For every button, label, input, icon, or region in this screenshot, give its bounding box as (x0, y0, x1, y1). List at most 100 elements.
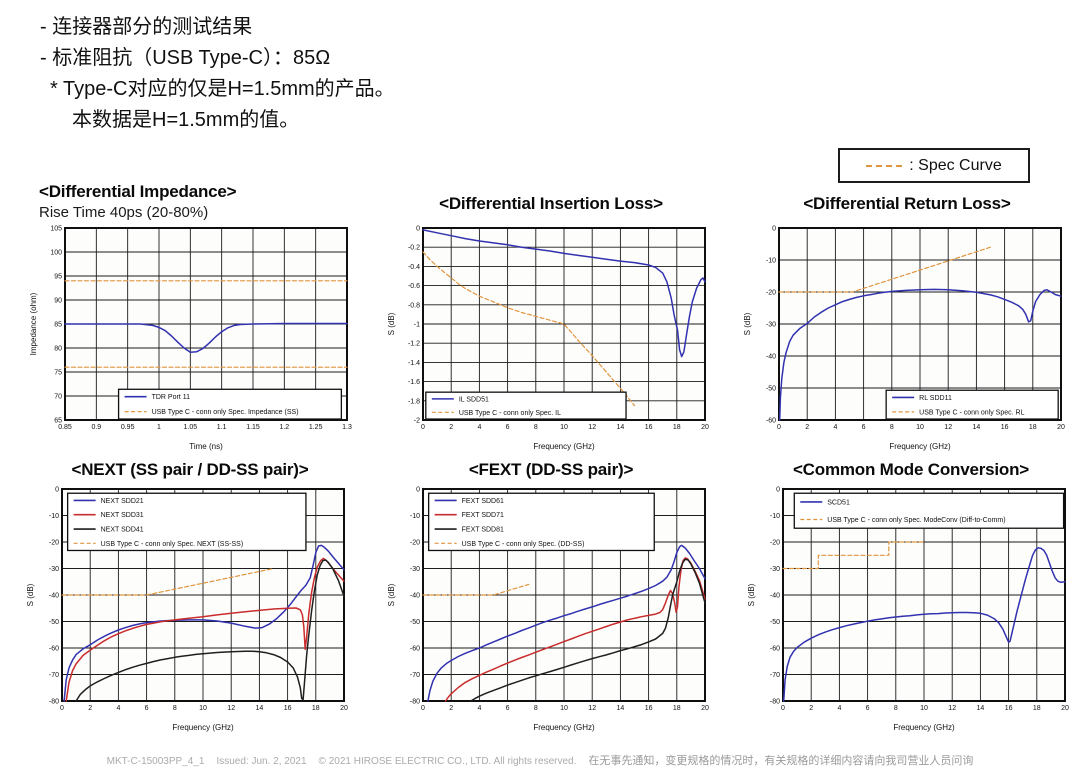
y-tick-label: -80 (410, 699, 420, 706)
y-tick-label: -40 (766, 354, 776, 361)
x-tick-label: 12 (227, 705, 235, 712)
y-tick-label: -40 (410, 593, 420, 600)
x-tick-label: 6 (506, 705, 510, 712)
legend-label: FEXT SDD81 (462, 527, 504, 534)
y-tick-label: 0 (416, 226, 420, 233)
chart-next: <NEXT (SS pair / DD-SS pair)> 0 2 4 6 8 10 12 1… (24, 456, 356, 735)
legend-label: USB Type C - conn only Spec. ModeConv (D… (827, 517, 1005, 524)
x-axis-label: Time (ns) (189, 442, 223, 451)
y-tick-label: 80 (54, 346, 62, 353)
y-tick-label: -2 (414, 418, 420, 425)
y-tick-label: -0.2 (408, 245, 420, 252)
x-tick-label: 16 (284, 705, 292, 712)
legend-box (117, 388, 343, 420)
x-tick-label: 20 (340, 705, 348, 712)
legend-label: USB Type C - conn only Spec. IL (459, 410, 561, 417)
series-line (63, 544, 345, 702)
y-tick-label: -10 (766, 258, 776, 265)
x-tick-label: 1.1 (217, 424, 227, 431)
x-axis-label: Frequency (GHz) (889, 442, 951, 451)
y-tick-label: -60 (770, 646, 780, 653)
x-tick-label: 12 (944, 424, 952, 431)
series-line (422, 229, 706, 358)
series-line (64, 322, 348, 354)
plot-border (782, 488, 1066, 702)
plot-border (422, 227, 706, 421)
y-tick-label: -20 (410, 540, 420, 547)
y-tick-label: 95 (54, 274, 62, 281)
y-tick-label: -50 (766, 386, 776, 393)
y-tick-label: 90 (54, 298, 62, 305)
footer-issued: Issued: Jun. 2, 2021 (216, 756, 307, 767)
return-loss-plot: 0 2 4 6 8 10 12 14 16 18 20 0 -10 -20 -30 -40 -50 -60 Freq… (743, 226, 1065, 452)
legend-label: RL SDD11 (919, 395, 952, 402)
chart-title-common-mode: <Common Mode Conversion> (792, 460, 1030, 479)
y-tick-label: -30 (766, 322, 776, 329)
series-line (65, 557, 345, 702)
y-axis-label: S (dB) (747, 583, 756, 606)
x-tick-label: 12 (948, 705, 956, 712)
header-notes: - 连接器部分的测试结果 - 标准阻抗（USB Type-C）：85Ω * Ty… (40, 12, 395, 136)
x-tick-label: 0 (781, 705, 785, 712)
series-line (778, 288, 1062, 421)
y-axis-label: S (dB) (26, 583, 35, 606)
x-tick-label: 4 (833, 424, 837, 431)
x-tick-label: 4 (477, 424, 481, 431)
spec-curve-label: : Spec Curve (909, 156, 1002, 174)
x-tick-label: 8 (894, 705, 898, 712)
series-line (422, 251, 636, 407)
y-tick-label: -70 (410, 672, 420, 679)
footer-notice-cn: 在无事先通知，变更规格的情况时，有关规格的详细内容请向我司营业人员问询 (588, 755, 974, 767)
x-tick-label: 2 (449, 424, 453, 431)
legend-label: USB Type C - conn only Spec. RL (919, 409, 1024, 416)
x-tick-label: 10 (920, 705, 928, 712)
series-line (422, 583, 530, 596)
y-tick-label: -70 (49, 672, 59, 679)
x-axis-label: Frequency (GHz) (893, 723, 955, 732)
y-tick-label: -70 (770, 672, 780, 679)
y-tick-label: 65 (54, 418, 62, 425)
x-tick-label: 8 (534, 424, 538, 431)
spec-curve-legend-box: : Spec Curve (838, 148, 1030, 183)
series-line (778, 246, 992, 293)
x-tick-label: 20 (1061, 705, 1069, 712)
x-tick-label: 20 (1057, 424, 1065, 431)
x-tick-label: 14 (617, 424, 625, 431)
x-tick-label: 8 (534, 705, 538, 712)
x-tick-label: 0 (421, 424, 425, 431)
y-tick-label: -0.6 (408, 283, 420, 290)
legend-label: NEXT SDD31 (101, 512, 144, 519)
y-tick-label: 0 (416, 487, 420, 494)
chart-differential-impedance: <Differential Impedance> Rise Time 40ps … (27, 180, 359, 454)
x-tick-label: 10 (916, 424, 924, 431)
x-tick-label: 0.85 (58, 424, 72, 431)
series-line (782, 541, 925, 570)
legend-box (885, 389, 1059, 420)
y-tick-label: -1.4 (408, 360, 420, 367)
x-tick-label: 10 (199, 705, 207, 712)
header-line-2: - 标准阻抗（USB Type-C）：85Ω (40, 47, 331, 69)
header-line-3: * Type-C对应的仅是H=1.5mm的产品。 (50, 78, 395, 100)
series-line (444, 557, 706, 702)
legend-label: NEXT SDD41 (101, 527, 144, 534)
y-tick-label: -1 (414, 322, 420, 329)
legend-label: FEXT SDD61 (462, 498, 504, 505)
legend-label: FEXT SDD71 (462, 512, 504, 519)
series-line (782, 547, 1066, 702)
x-tick-label: 18 (1029, 424, 1037, 431)
x-axis-label: Frequency (GHz) (533, 723, 595, 732)
chart-fext: <FEXT (DD-SS pair)> 0 2 4 6 8 10 12 14 16 18 20 0 -1… (385, 456, 717, 735)
y-tick-label: -1.2 (408, 341, 420, 348)
x-tick-label: 10 (560, 705, 568, 712)
x-tick-label: 1 (157, 424, 161, 431)
impedance-plot: 0.85 0.9 0.95 1 1.05 1.1 1.15 1.2 1.25 1.3 65 70 75 8… (29, 226, 352, 452)
chart-title-impedance: <Differential Impedance> (39, 182, 237, 201)
legend-label: NEXT SDD21 (101, 498, 144, 505)
x-tick-label: 4 (477, 705, 481, 712)
x-tick-label: 2 (805, 424, 809, 431)
x-tick-label: 6 (145, 705, 149, 712)
x-tick-label: 1.05 (184, 424, 198, 431)
y-tick-label: 75 (54, 370, 62, 377)
x-tick-label: 0 (777, 424, 781, 431)
